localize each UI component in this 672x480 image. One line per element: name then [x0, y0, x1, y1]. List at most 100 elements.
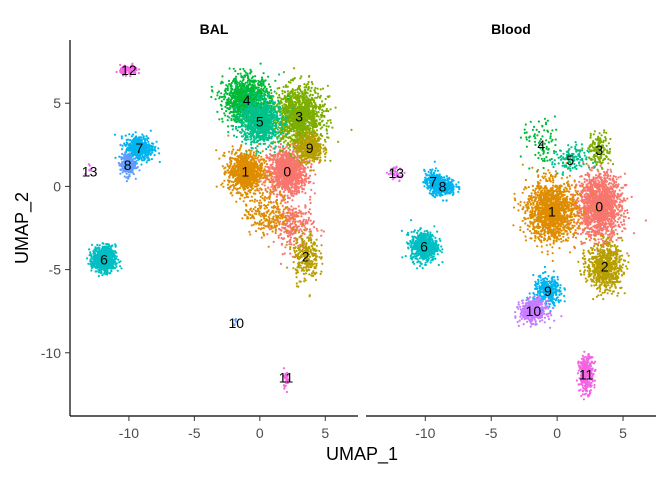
cell-point [224, 105, 227, 108]
cell-point [325, 128, 328, 131]
cell-point [305, 177, 308, 180]
cell-point [289, 216, 292, 219]
cell-point [227, 125, 230, 128]
cell-point [307, 177, 310, 180]
cell-point [244, 214, 247, 217]
cell-point [265, 176, 268, 179]
cell-point [287, 167, 290, 171]
cell-point [314, 173, 317, 176]
cell-point [267, 201, 270, 204]
cell-point [304, 175, 307, 178]
cell-point [263, 207, 266, 210]
cell-point [299, 245, 303, 248]
cell-point [293, 218, 297, 221]
cell-point [281, 89, 284, 92]
cell-point [277, 159, 280, 162]
cell-point [294, 268, 297, 271]
cell-point [245, 195, 248, 198]
cell-point [298, 100, 302, 103]
cell-point [236, 158, 239, 161]
cell-point [285, 145, 288, 148]
cell-point [289, 248, 292, 251]
cell-point [299, 228, 302, 231]
cell-point [288, 114, 291, 117]
cell-point [249, 160, 252, 163]
cell-point [243, 191, 247, 194]
cell-point [308, 94, 311, 97]
cell-point [298, 236, 301, 239]
cell-point [294, 89, 297, 92]
cell-point [308, 198, 312, 201]
cell-point [310, 234, 314, 237]
cell-point [315, 264, 318, 267]
cell-point [301, 241, 304, 244]
cell-point [220, 100, 223, 103]
cell-point [317, 105, 320, 109]
cell-point [286, 188, 289, 191]
cell-point [257, 227, 260, 230]
cell-point [287, 130, 290, 134]
cell-point [279, 217, 282, 220]
cell-point [279, 233, 282, 236]
cell-point [272, 155, 275, 158]
cell-point [277, 178, 280, 181]
cell-point [309, 195, 312, 198]
cell-point [295, 160, 298, 163]
cell-point [305, 91, 308, 94]
cell-point [268, 224, 271, 227]
cell-point [300, 75, 303, 78]
cell-point [249, 172, 252, 175]
cell-point [257, 86, 260, 89]
cell-point [267, 83, 270, 86]
cell-point [281, 158, 284, 161]
cell-point [288, 230, 291, 234]
cell-point [315, 262, 318, 265]
cell-point [321, 119, 324, 122]
cell-point [260, 188, 263, 191]
cell-point [295, 166, 298, 169]
cell-point [293, 240, 296, 243]
cell-point [237, 160, 240, 163]
cell-point [283, 220, 286, 223]
cell-point [275, 172, 278, 175]
cell-point [282, 136, 285, 139]
cell-point [284, 187, 287, 190]
cell-point [248, 181, 252, 184]
cell-point [284, 246, 287, 249]
cell-point [283, 147, 287, 150]
cell-point [285, 100, 288, 103]
cell-point [310, 166, 313, 169]
cell-point [296, 241, 299, 244]
cell-point [246, 217, 249, 220]
cell-point [230, 119, 233, 122]
cell-point [245, 210, 248, 213]
cell-point [300, 182, 303, 185]
cell-point [255, 163, 258, 166]
cell-point [216, 94, 219, 97]
cell-point [252, 208, 255, 211]
cell-point [294, 246, 297, 250]
cell-point [263, 204, 266, 207]
cell-point [263, 174, 266, 177]
cell-point [283, 252, 286, 255]
cell-point [311, 93, 314, 97]
cell-point [311, 254, 314, 257]
cell-point [258, 199, 262, 202]
cell-point [269, 212, 272, 215]
cell-point [323, 115, 326, 118]
cell-point [260, 218, 263, 222]
cell-point [316, 114, 319, 117]
cell-point [319, 104, 322, 107]
cell-point [297, 190, 300, 193]
cell-point [259, 173, 262, 176]
cell-point [281, 147, 284, 150]
cell-point [296, 214, 299, 217]
cell-point [279, 175, 282, 178]
cell-point [304, 222, 307, 225]
cell-point [305, 84, 308, 87]
cell-point [284, 189, 287, 192]
cell-point [313, 100, 316, 103]
cell-point [264, 160, 268, 163]
cell-point [302, 93, 305, 96]
